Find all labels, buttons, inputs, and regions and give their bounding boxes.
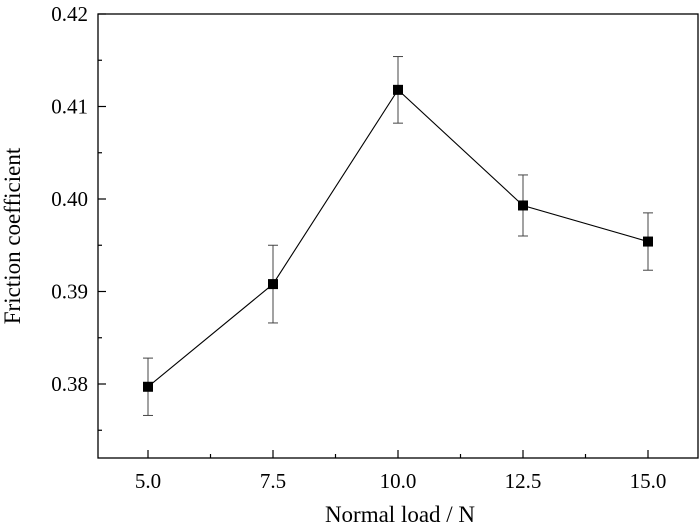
x-tick-label: 15.0 xyxy=(630,469,667,493)
y-tick-label: 0.39 xyxy=(51,280,88,304)
x-tick-label: 12.5 xyxy=(505,469,542,493)
y-axis-title: Friction coefficient xyxy=(0,147,25,324)
x-tick-label: 7.5 xyxy=(260,469,286,493)
data-point xyxy=(143,381,153,392)
data-point xyxy=(518,200,528,211)
data-point xyxy=(393,84,403,95)
axes: 5.0 7.5 10.0 12.5 15.0 0.38 0.39 0.40 0.41 0.42 xyxy=(51,2,699,493)
x-axis-title: Normal load / N xyxy=(325,502,475,527)
y-tick-label: 0.42 xyxy=(51,2,88,26)
x-tick-label: 5.0 xyxy=(135,469,161,493)
y-tick-label: 0.40 xyxy=(51,187,88,211)
plot-area xyxy=(143,56,653,416)
data-point xyxy=(268,279,278,290)
y-tick-label: 0.38 xyxy=(51,372,88,396)
y-tick-label: 0.41 xyxy=(51,95,88,119)
series-line xyxy=(147,89,649,388)
data-point xyxy=(643,236,653,247)
x-tick-label: 10.0 xyxy=(380,469,417,493)
